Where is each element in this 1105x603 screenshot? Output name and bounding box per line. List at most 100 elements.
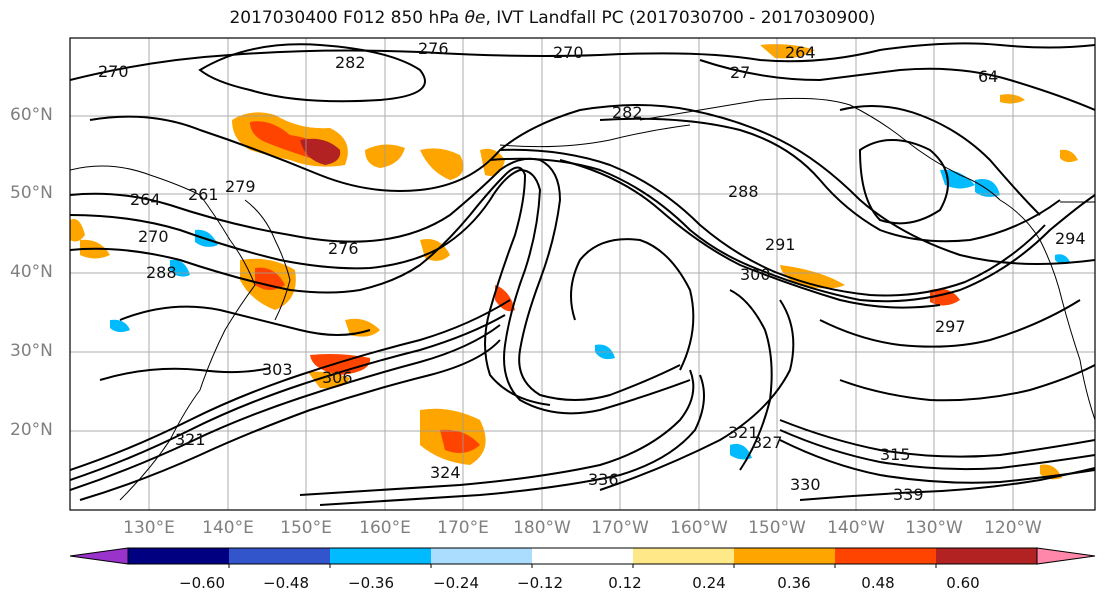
colorbar-tick-label: 0.24	[692, 574, 726, 592]
shade-blob	[480, 148, 505, 176]
contour-label: 270	[98, 62, 129, 81]
contour-line	[119, 305, 371, 336]
lat-label-40n: 40°N	[10, 262, 53, 282]
contour-line	[319, 374, 705, 506]
contour-label: 321	[728, 423, 759, 442]
shade-blob	[345, 318, 380, 337]
contour-label: 276	[328, 239, 359, 258]
title-theta-e: θe	[464, 8, 486, 28]
contour-line	[70, 299, 511, 471]
map-title: 2017030400 F012 850 hPa θe, IVT Landfall…	[0, 8, 1105, 28]
contour-label: 291	[765, 235, 796, 254]
contour-label: 282	[612, 103, 643, 122]
lon-label-160e: 160°E	[359, 518, 411, 538]
contour-label: 306	[322, 368, 353, 387]
colorbar-extend-max	[1036, 547, 1096, 565]
lon-label-130e: 130°E	[123, 518, 175, 538]
lon-label-170e: 170°E	[437, 518, 489, 538]
contour-line	[70, 166, 551, 406]
contour-line	[599, 117, 1061, 243]
contour-line	[779, 429, 1095, 471]
contour-line	[489, 157, 1095, 303]
colorbar-tick-label: 0.36	[777, 574, 811, 592]
shade-blob	[420, 148, 464, 180]
contour-line	[779, 439, 1095, 484]
theta-e-contours	[70, 42, 1095, 506]
lon-label-140e: 140°E	[202, 518, 254, 538]
map-plot-area: 270 282 276 270 264 64 27 282 288 291 29…	[70, 38, 1095, 510]
contour-line	[499, 148, 1046, 297]
colorbar-tick-label: −0.60	[179, 574, 225, 592]
contour-line	[839, 105, 1041, 216]
contour-label: 27	[730, 63, 750, 82]
shade-blob	[170, 259, 190, 277]
contour-label: 270	[553, 43, 584, 62]
contour-line	[729, 289, 773, 471]
contour-label: 288	[146, 263, 177, 282]
lon-label-150w: 150°W	[748, 518, 806, 538]
lon-label-120w: 120°W	[984, 518, 1042, 538]
shade-blob	[110, 319, 130, 333]
lon-label-150e: 150°E	[280, 518, 332, 538]
contour-label: 288	[728, 182, 759, 201]
lat-label-20n: 20°N	[10, 420, 53, 440]
lon-label-160w: 160°W	[670, 518, 728, 538]
colorbar-outline	[127, 547, 1038, 565]
shade-blob	[308, 371, 350, 389]
contour-line	[70, 168, 691, 415]
contour-line	[79, 339, 501, 501]
shade-blob	[730, 443, 752, 460]
colorbar-segment	[229, 548, 331, 564]
lon-label-130w: 130°W	[905, 518, 963, 538]
contour-line	[779, 419, 1095, 458]
contour-label: 321	[175, 430, 206, 449]
colorbar-tick-label: 0.48	[861, 574, 895, 592]
shade-blob	[975, 179, 1000, 197]
contour-label: 324	[430, 463, 461, 482]
contour-label: 264	[130, 190, 161, 209]
contour-line	[89, 104, 1095, 265]
contour-line	[70, 314, 506, 481]
colorbar-segment	[835, 548, 937, 564]
coastline-namerica	[999, 199, 1095, 421]
lat-label-30n: 30°N	[10, 341, 53, 361]
colorbar-tick-label: −0.12	[517, 574, 563, 592]
colorbar-tick-label: −0.36	[348, 574, 394, 592]
contour-label: 64	[978, 67, 998, 86]
map-frame	[69, 37, 1096, 511]
contour-label: 279	[225, 177, 256, 196]
title-suffix: , IVT Landfall PC (2017030700 - 20170309…	[485, 8, 876, 28]
lon-label-180w: 180°W	[513, 518, 571, 538]
shade-blob	[70, 219, 85, 242]
contour-line	[799, 467, 1095, 501]
colorbar-segment	[532, 548, 634, 564]
coastline-aleutians	[499, 124, 691, 148]
contour-label: 300	[740, 265, 771, 284]
colorbar-segment	[431, 548, 533, 564]
contour-line	[699, 59, 1095, 111]
contour-line	[299, 369, 695, 496]
contour-label: 282	[335, 53, 366, 72]
contour-line	[858, 139, 949, 225]
lon-label-170w: 170°W	[591, 518, 649, 538]
lon-label-140w: 140°W	[827, 518, 885, 538]
contour-label: 270	[138, 227, 169, 246]
title-prefix: 2017030400 F012 850 hPa	[229, 8, 465, 28]
contour-line	[599, 299, 795, 491]
contour-line	[70, 42, 1095, 81]
colorbar-segment	[734, 548, 836, 564]
contour-line	[559, 159, 941, 309]
shade-blob	[1060, 149, 1078, 163]
contour-label: 327	[752, 433, 783, 452]
colorbar-segment	[330, 548, 432, 564]
colorbar	[69, 547, 1096, 568]
shade-blob	[300, 138, 341, 165]
shade-blob	[440, 429, 480, 454]
contour-line	[70, 324, 501, 491]
contour-label: 297	[935, 317, 966, 336]
colorbar-extend-min	[69, 547, 129, 565]
contour-line	[570, 238, 695, 371]
contour-label: 330	[790, 475, 821, 494]
contour-label: 303	[262, 360, 293, 379]
